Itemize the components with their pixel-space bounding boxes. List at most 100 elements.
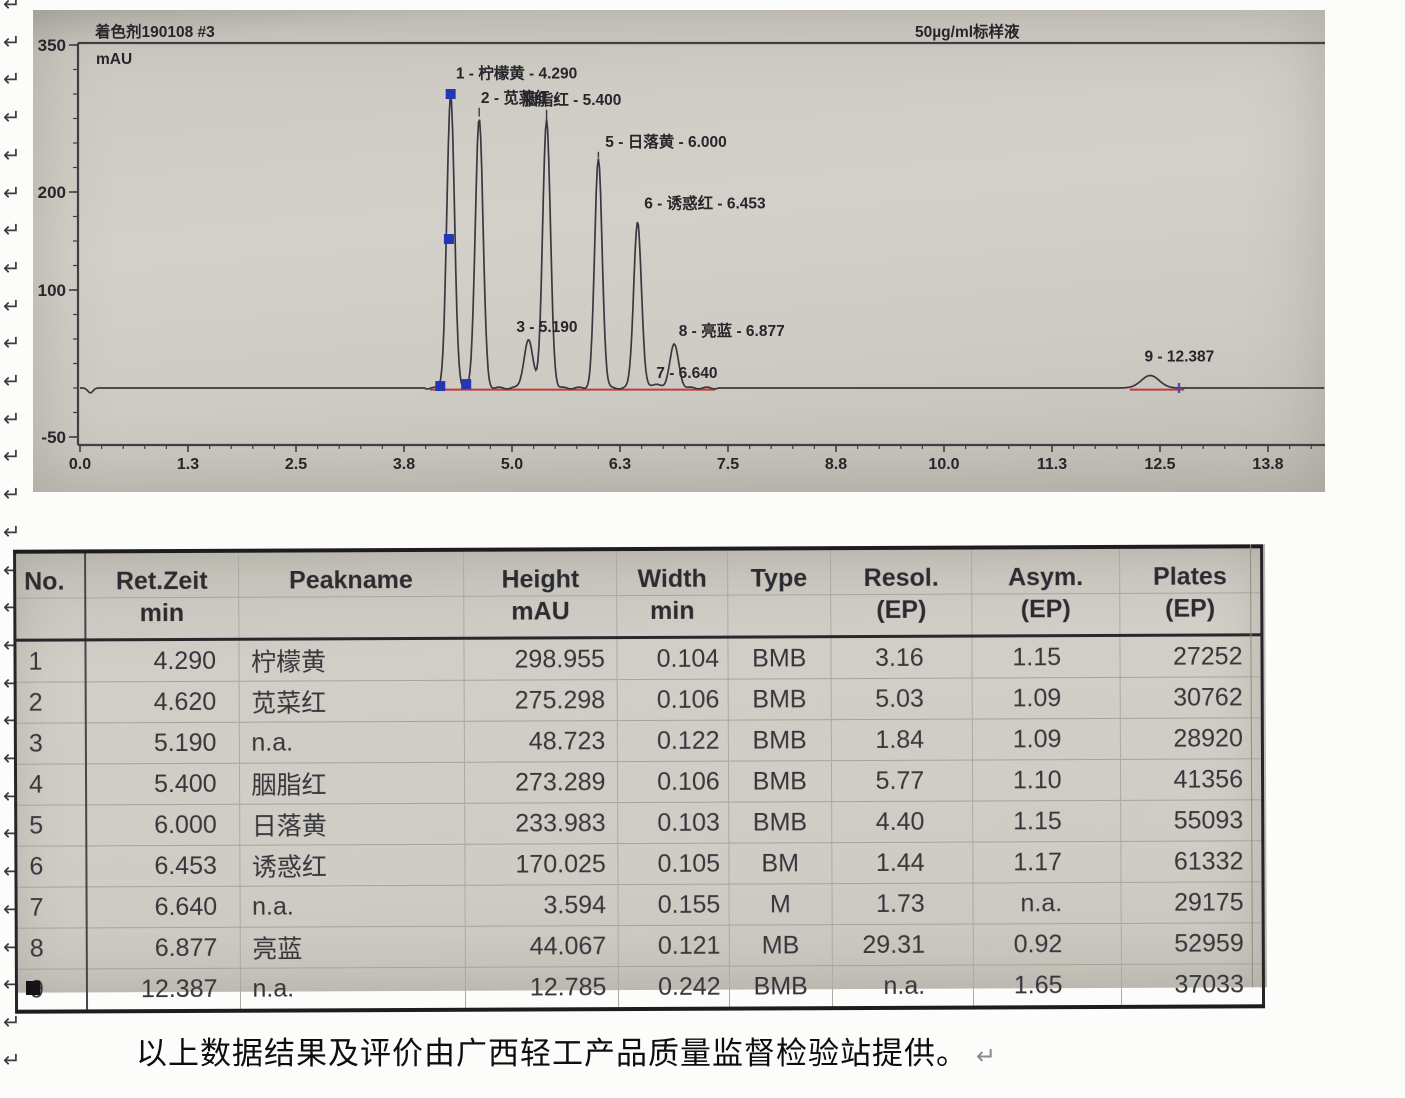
table-cell: 27252 — [1119, 634, 1263, 678]
table-cell: 61332 — [1120, 840, 1264, 883]
x-tick-label: 2.5 — [285, 456, 307, 473]
column-header-plates: (EP) — [1119, 592, 1262, 636]
table-cell: 苋菜红 — [238, 680, 465, 723]
table-cell: M — [728, 883, 833, 926]
column-header-type — [727, 594, 831, 638]
paragraph-return-mark: ↵ — [3, 444, 21, 469]
sample-label: 50µg/ml标样液 — [915, 22, 1020, 41]
table-cell: 1.15 — [972, 800, 1121, 843]
column-header-retzeit: Ret.Zeit — [84, 550, 239, 598]
x-tick-label: 10.0 — [928, 456, 959, 473]
paragraph-return-mark: ↵ — [3, 255, 21, 280]
peak-marker — [461, 379, 472, 390]
x-tick-label: 6.3 — [609, 456, 631, 473]
column-header-width: min — [617, 595, 728, 638]
paragraph-return-mark: ↵ — [3, 29, 21, 54]
table-row: 7 6.640 n.a. 3.594 0.155 M 1.73 n.a. 29175 — [16, 881, 1264, 929]
table-cell: 6.640 — [86, 886, 240, 928]
table-cell: 3 — [15, 722, 86, 765]
paragraph-return-mark: ↵ — [3, 293, 21, 318]
table-cell: 柠檬黄 — [238, 638, 465, 682]
table-cell: 5.400 — [85, 763, 240, 805]
table-cell: 298.955 — [463, 637, 618, 681]
peak-marker — [435, 381, 446, 392]
column-header-retzeit: min — [84, 597, 239, 640]
table-cell: 5.03 — [831, 678, 973, 720]
table-cell: n.a. — [832, 965, 974, 1009]
table-cell: 亮蓝 — [239, 926, 466, 969]
table-row: 5 6.000 日落黄 233.983 0.103 BMB 4.40 1.15 55093 — [15, 799, 1263, 847]
paragraph-return-mark: ↵ — [3, 67, 21, 92]
column-header-peakname — [238, 596, 464, 640]
table-cell: 0.155 — [618, 884, 729, 926]
table-cell: 4.40 — [831, 801, 974, 843]
chromatogram-trace — [80, 94, 1325, 394]
table-cell: BMB — [727, 636, 832, 680]
table-row: 3 5.190 n.a. 48.723 0.122 BMB 1.84 1.09 28920 — [15, 717, 1263, 765]
table-cell: BMB — [727, 719, 832, 762]
table-cell: 4 — [15, 763, 86, 806]
table-cell: 0.106 — [617, 679, 728, 721]
table-cell: 诱惑红 — [239, 844, 466, 887]
table-cell: n.a. — [239, 885, 466, 928]
x-tick-label: 7.5 — [717, 456, 739, 473]
table-cell: 5.190 — [85, 722, 239, 764]
x-tick-label: 1.3 — [177, 456, 199, 473]
table-cell: BMB — [728, 760, 832, 803]
results-table: No. Ret.Zeit Peakname Height Width Type Resol.… — [13, 544, 1266, 1014]
table-cell: 7 — [16, 886, 87, 929]
column-header-plates: Plates — [1119, 546, 1262, 594]
column-header-resol: Resol. — [830, 547, 972, 595]
table-row: 4 5.400 胭脂红 273.289 0.106 BMB 5.77 1.10 41356 — [15, 758, 1263, 806]
table-row: 2 4.620 苋菜红 275.298 0.106 BMB 5.03 1.09 30762 — [15, 676, 1263, 724]
table-cell: 1.15 — [972, 635, 1120, 679]
table-cell: 6 — [15, 845, 87, 888]
y-tick-label: -50 — [41, 428, 66, 447]
x-tick-label: 13.8 — [1252, 456, 1283, 473]
table-cell: 0.92 — [973, 923, 1121, 966]
table-cell: 胭脂红 — [238, 762, 465, 805]
table-cell: 1 — [14, 639, 86, 683]
table-cell: 2 — [15, 681, 86, 724]
table-cell: BMB — [728, 801, 832, 844]
column-header-no: No. — [14, 551, 85, 599]
paragraph-return-mark: ↵ — [3, 331, 21, 356]
table-cell: 28920 — [1119, 717, 1263, 760]
x-tick-label: 3.8 — [393, 456, 415, 473]
table-cell: 0.104 — [617, 637, 728, 680]
y-unit-label: mAU — [96, 51, 132, 68]
peak-label: 胭脂红 - 5.400 — [521, 90, 621, 109]
x-tick-label: 11.3 — [1037, 456, 1067, 473]
y-tick-label: 100 — [38, 281, 66, 300]
footer-text: 以上数据结果及评价由广西轻工产品质量监督检验站提供。 — [136, 1036, 968, 1071]
table-cell: 273.289 — [464, 761, 619, 804]
table-row: 8 6.877 亮蓝 44.067 0.121 MB 29.31 0.92 52959 — [16, 922, 1264, 970]
table-cell: 0.103 — [618, 802, 729, 844]
table-cell: n.a. — [239, 967, 466, 1011]
peak-label: 1 - 柠檬黄 - 4.290 — [456, 63, 577, 82]
table-cell: 275.298 — [464, 679, 618, 722]
results-table-photo: No. Ret.Zeit Peakname Height Width Type Resol.… — [13, 544, 1267, 1014]
x-tick-label: 0.0 — [69, 456, 91, 473]
x-tick-label: 12.5 — [1144, 456, 1175, 473]
chart-title: 着色剂190108 #3 — [94, 22, 215, 41]
peak-label: 3 - 5.190 — [516, 319, 577, 336]
table-cell: 1.17 — [973, 841, 1121, 884]
table-cell: 1.09 — [972, 718, 1121, 761]
column-header-no — [14, 597, 86, 641]
column-header-peakname: Peakname — [238, 549, 464, 598]
table-cell: 4.620 — [85, 681, 239, 723]
column-header-height: mAU — [463, 595, 618, 639]
table-cell: 48.723 — [464, 720, 618, 763]
table-cell: n.a. — [238, 721, 465, 764]
peak-marker — [443, 234, 454, 245]
image-anchor-handle — [26, 981, 40, 995]
peak-label: 8 - 亮蓝 - 6.877 — [679, 321, 785, 340]
table-cell: 0.105 — [618, 843, 729, 885]
peak-label: 7 - 6.640 — [656, 365, 717, 382]
table-cell: 12.387 — [86, 968, 241, 1012]
paragraph-return-mark: ↵ — [3, 482, 21, 507]
table-cell: 日落黄 — [239, 803, 465, 846]
